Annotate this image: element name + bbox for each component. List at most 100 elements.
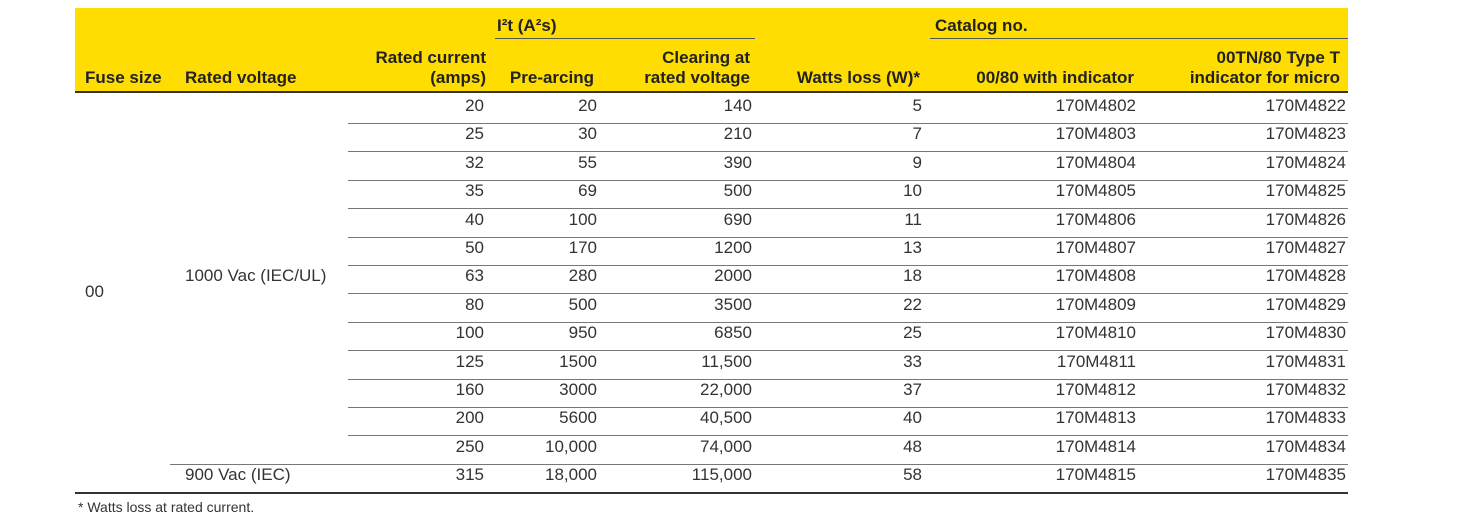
cell: 3500 <box>714 294 752 314</box>
row-rule <box>348 378 1348 380</box>
cell: 170M4832 <box>1265 380 1346 399</box>
cell: 170M4827 <box>1265 238 1346 257</box>
column-header: Rated current (amps) <box>375 48 486 87</box>
cell: 160 <box>455 380 484 399</box>
cell: 48 <box>903 436 922 456</box>
fuse-size: 00 <box>85 282 104 301</box>
table-bottom-rule <box>75 491 1348 494</box>
cell: 170M4815 <box>1055 465 1136 485</box>
cell: 10 <box>903 181 922 201</box>
cell: 170M4808 <box>1055 266 1136 286</box>
cell: 170M4804 <box>1055 152 1136 172</box>
row-rule <box>348 179 1348 181</box>
voltage: 1000 Vac (IEC/UL) <box>185 266 327 286</box>
cell: 170M4831 <box>1265 351 1346 371</box>
cell: 11,500 <box>701 351 752 371</box>
row-rule <box>348 236 1348 238</box>
cell: 690 <box>723 209 752 229</box>
cell: 100 <box>568 209 597 229</box>
cell: 170M4829 <box>1265 294 1346 314</box>
cell: 35 <box>465 181 484 201</box>
cell: 390 <box>723 152 752 172</box>
cell: 950 <box>568 323 597 343</box>
cell: 2000 <box>714 266 752 286</box>
cell: 315 <box>455 465 484 485</box>
cell: 69 <box>578 181 597 201</box>
row-rule <box>170 463 1348 465</box>
column-header: 00TN/80 Type T indicator for micro <box>1189 48 1340 87</box>
cell: 25 <box>465 124 484 144</box>
cell: 500 <box>568 294 597 314</box>
cell: 170M4809 <box>1055 294 1136 314</box>
cell: 280 <box>568 266 597 286</box>
cell: 170M4811 <box>1056 351 1136 371</box>
row-rule <box>348 350 1348 352</box>
cell: 170M4805 <box>1055 181 1136 201</box>
cell: 170M4807 <box>1055 238 1136 257</box>
cell: 33 <box>903 351 922 371</box>
cell: 170M4823 <box>1265 124 1346 144</box>
column-header: Watts loss (W)* <box>796 68 920 87</box>
cell: 22 <box>903 294 922 314</box>
cell: 170M4834 <box>1265 436 1346 456</box>
row-rule <box>348 293 1348 295</box>
cell: 80 <box>465 294 484 314</box>
cell: 170M4803 <box>1055 124 1136 144</box>
cell: 32 <box>465 152 484 172</box>
cell: 18,000 <box>545 465 597 485</box>
row-rule <box>348 208 1348 210</box>
cell: 170M4826 <box>1265 209 1346 229</box>
cell: 5 <box>912 96 922 115</box>
cell: 170M4830 <box>1265 323 1346 343</box>
row-rule <box>348 151 1348 153</box>
cell: 170M4822 <box>1265 96 1346 115</box>
cell: 200 <box>455 408 484 428</box>
cell: 170M4814 <box>1055 436 1136 456</box>
row-rule <box>348 435 1348 437</box>
cell: 40,500 <box>700 408 752 428</box>
cell: 170M4833 <box>1265 408 1346 428</box>
column-header: Clearing at rated voltage <box>644 48 750 87</box>
cell: 170M4813 <box>1055 408 1136 428</box>
footnote: * Watts loss at rated current. <box>78 499 255 515</box>
cell: 37 <box>903 380 922 399</box>
group-header: Catalog no. <box>935 16 1028 35</box>
cell: 3000 <box>559 380 597 399</box>
row-rule <box>348 406 1348 408</box>
cell: 250 <box>455 436 484 456</box>
cell: 20 <box>465 96 484 115</box>
cell: 170M4835 <box>1265 465 1346 485</box>
cell: 20 <box>578 96 597 115</box>
cell: 500 <box>723 181 752 201</box>
cell: 5600 <box>559 408 597 428</box>
column-header: 00/80 with indicator <box>976 68 1134 87</box>
cell: 170M4828 <box>1265 266 1346 286</box>
cell: 170M4806 <box>1055 209 1136 229</box>
cell: 6850 <box>714 323 752 343</box>
header-rule <box>75 91 1348 93</box>
row-rule <box>348 264 1348 266</box>
cell: 58 <box>903 465 922 485</box>
cell: 115,000 <box>691 465 752 485</box>
cell: 25 <box>903 323 922 343</box>
row-rule <box>348 321 1348 323</box>
cell: 74,000 <box>700 436 752 456</box>
column-header: Fuse size <box>85 68 162 87</box>
cell: 1500 <box>559 351 597 371</box>
header-band <box>75 8 1348 92</box>
cell: 170 <box>568 238 597 257</box>
row-rule <box>348 122 1348 124</box>
cell: 30 <box>578 124 597 144</box>
cell: 40 <box>465 209 484 229</box>
cell: 100 <box>455 323 484 343</box>
cell: 11 <box>904 209 922 229</box>
cell: 9 <box>912 152 922 172</box>
cell: 55 <box>578 152 597 172</box>
column-header: Rated voltage <box>185 68 297 87</box>
cell: 170M4812 <box>1055 380 1136 399</box>
cell: 22,000 <box>700 380 752 399</box>
cell: 50 <box>465 238 484 257</box>
cell: 63 <box>465 266 484 286</box>
cell: 170M4824 <box>1265 152 1346 172</box>
